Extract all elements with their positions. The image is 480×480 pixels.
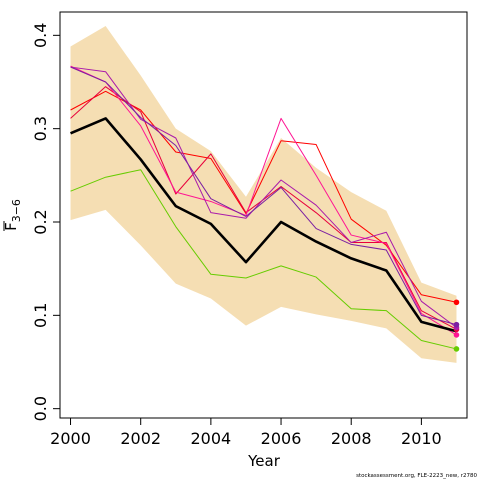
plot-frame: [59, 11, 468, 419]
series-line-4: [70, 65, 457, 336]
x-tick-label: 2002: [120, 429, 161, 448]
x-axis-title: Year: [247, 452, 281, 470]
y-axis-title: F3−6: [2, 199, 23, 231]
y-axis: 0.0 0.1 0.2 0.3 0.4: [31, 23, 60, 421]
plot-area: [70, 26, 460, 363]
x-tick-label: 2006: [261, 429, 302, 448]
series-line-1: [70, 169, 457, 350]
y-axis-title-subscript: 3−6: [10, 199, 23, 222]
series-line-6: [70, 66, 457, 326]
series-line-0: [70, 117, 457, 333]
y-tick-label: 0.3: [31, 116, 50, 141]
y-tick-label: 0.1: [31, 303, 50, 328]
x-tick-label: 2004: [191, 429, 232, 448]
x-tick-label: 2010: [401, 429, 442, 448]
x-tick-label: 2000: [50, 429, 91, 448]
x-tick-label: 2008: [331, 429, 372, 448]
series-endpoint-2: [453, 299, 460, 306]
series-endpoint-1: [453, 346, 460, 352]
footer-credit: stockassessment.org, FLE-2223_new, r2780: [356, 473, 477, 479]
series-endpoint-4: [453, 332, 460, 338]
y-axis-title-base: F: [2, 222, 20, 231]
series-endpoint-6: [453, 321, 460, 328]
confidence-band: [70, 26, 457, 363]
svg-text:F3−6: F3−6: [2, 199, 23, 231]
y-tick-label: 0.0: [31, 396, 50, 421]
y-tick-label: 0.4: [31, 23, 50, 48]
y-tick-label: 0.2: [31, 209, 50, 234]
x-axis: 2000 2002 2004 2006 2008 2010: [50, 418, 442, 448]
